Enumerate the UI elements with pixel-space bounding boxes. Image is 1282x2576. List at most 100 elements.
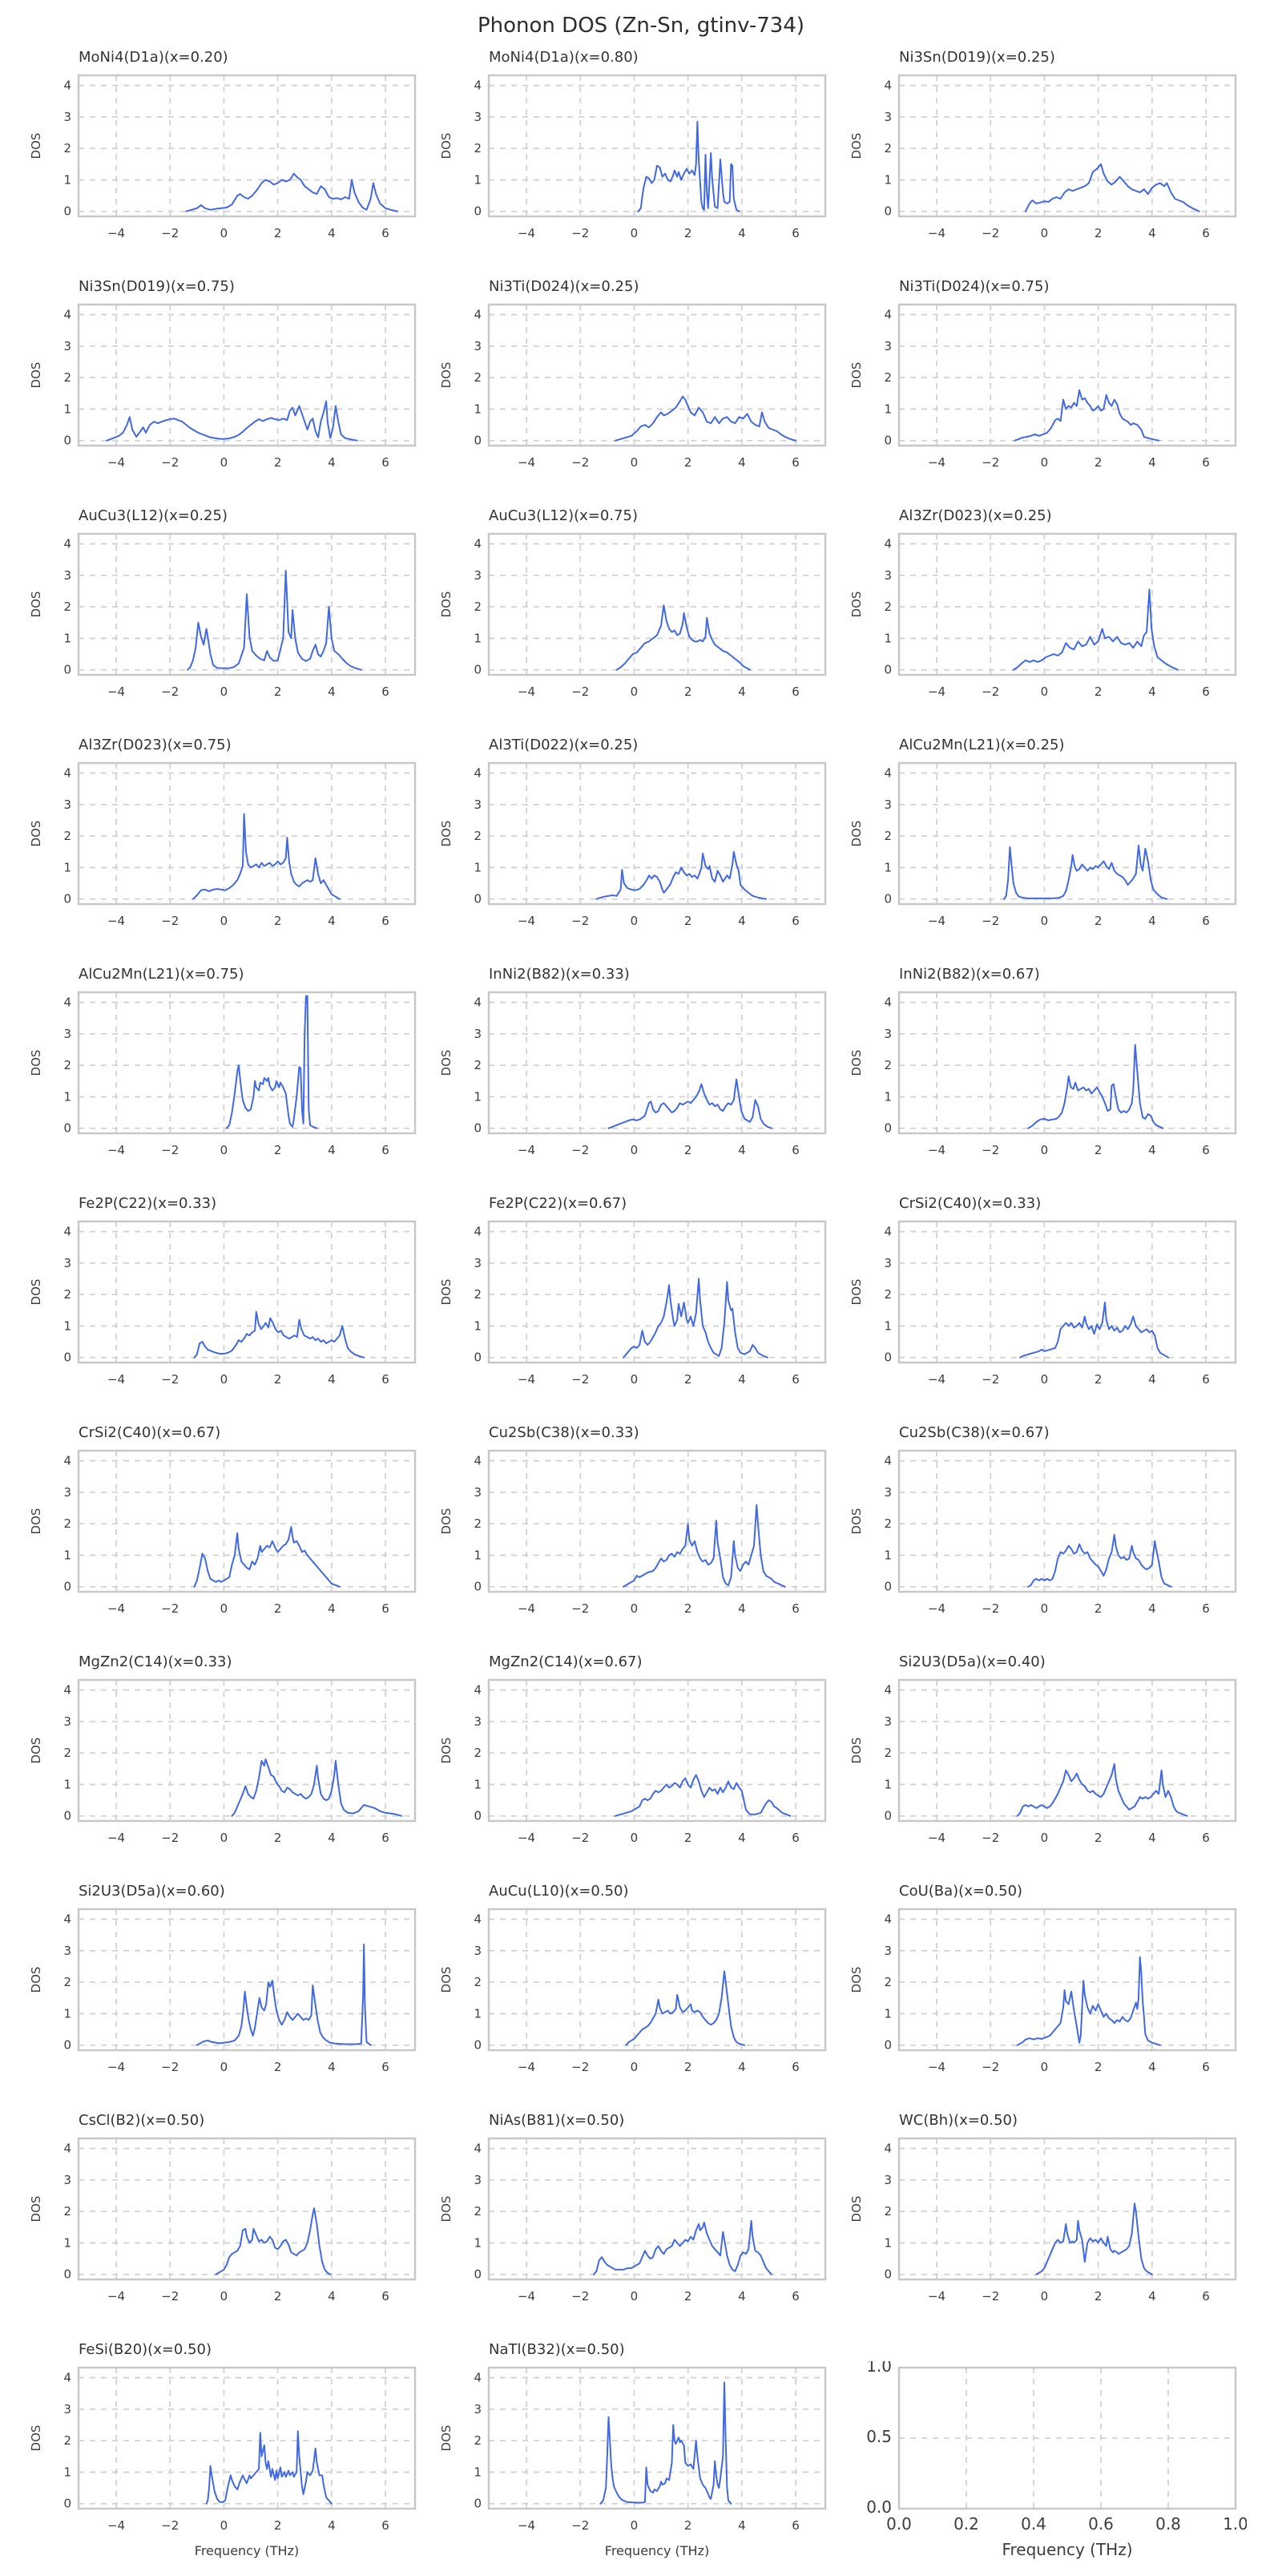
x-tick-label: 2 <box>684 1372 692 1387</box>
y-axis-label: DOS <box>29 2196 43 2223</box>
y-tick-label: 3 <box>884 1944 892 1958</box>
x-tick-label: 6 <box>1202 914 1210 928</box>
plot-grid: MoNi4(D1a)(x=0.20) −4 −2 0 2 4 6 0 1 2 3 4 DOS MoNi4(… <box>0 48 1282 2560</box>
y-tick-label: 0 <box>63 1809 71 1823</box>
y-tick-label: 2 <box>884 370 892 385</box>
x-tick-label: −2 <box>571 1601 589 1616</box>
subplot-10: Al3Ti(D022)(x=0.25) −4 −2 0 2 4 6 0 1 2 3 4 DOS <box>439 736 837 933</box>
x-tick-label: 6 <box>792 455 800 470</box>
subplot-title: NaTl(B32)(x=0.50) <box>489 2341 625 2358</box>
x-tick-label: 2 <box>1095 1143 1103 1157</box>
dos-curve <box>193 1310 365 1359</box>
y-tick-label: 0.0 <box>866 2497 892 2517</box>
x-tick-label: 2 <box>1095 2060 1103 2074</box>
dos-curve <box>614 1774 792 1817</box>
x-tick-label: 2 <box>684 2518 692 2533</box>
x-tick-label: 6 <box>381 1831 389 1845</box>
plot-area: −4 −2 0 2 4 6 0 1 2 3 4 DOS <box>439 2137 827 2303</box>
y-tick-label: 3 <box>63 1485 71 1500</box>
y-tick-label: 4 <box>474 2371 482 2385</box>
y-axis-label: DOS <box>849 362 864 389</box>
x-tick-label: 4 <box>1148 1143 1156 1157</box>
x-tick-label: 0.4 <box>1021 2514 1046 2534</box>
axes-frame <box>77 303 417 447</box>
dos-curve <box>1019 1302 1169 1359</box>
y-tick-label: 2 <box>884 1975 892 1989</box>
y-tick-label: 3 <box>884 1027 892 1041</box>
x-tick-label: −4 <box>107 684 125 699</box>
subplot-21: MgZn2(C14)(x=0.33) −4 −2 0 2 4 6 0 1 2 3 4 DOS <box>29 1653 426 1850</box>
axes-frame <box>487 532 827 676</box>
x-tick-label: 4 <box>328 684 336 699</box>
subplot-27: CsCl(B2)(x=0.50) −4 −2 0 2 4 6 0 1 2 3 4 DOS <box>29 2111 426 2308</box>
y-tick-label: 2 <box>474 2204 482 2219</box>
dos-curve <box>187 570 362 671</box>
y-tick-label: 2 <box>474 141 482 155</box>
axes-frame <box>77 2366 417 2510</box>
y-tick-label: 4 <box>474 537 482 551</box>
y-tick-label: 2 <box>474 1975 482 1989</box>
x-tick-label: −4 <box>518 1143 535 1157</box>
y-tick-label: 3 <box>884 339 892 353</box>
x-tick-label: 2 <box>684 914 692 928</box>
x-tick-label: −2 <box>161 2518 179 2533</box>
plot-area: −4 −2 0 2 4 6 0 1 2 3 4 DOS <box>849 991 1237 1157</box>
plot-area: −4 −2 0 2 4 6 0 1 2 3 4 DOS <box>29 1220 417 1387</box>
x-tick-label: 1.0 <box>1223 2514 1247 2534</box>
y-tick-label: 2 <box>63 141 71 155</box>
x-tick-label: 0 <box>220 2289 228 2303</box>
x-tick-label: 0 <box>1041 1372 1049 1387</box>
x-tick-label: 4 <box>738 914 746 928</box>
x-tick-label: 4 <box>328 1143 336 1157</box>
x-tick-label: 0.0 <box>886 2514 912 2534</box>
y-tick-label: 0 <box>884 2038 892 2053</box>
axes-frame <box>897 991 1237 1135</box>
x-tick-label: −2 <box>571 1372 589 1387</box>
dos-curve <box>1016 1762 1188 1817</box>
x-tick-label: 2 <box>274 1372 282 1387</box>
axes-frame <box>897 2137 1237 2281</box>
x-tick-label: 4 <box>738 1143 746 1157</box>
y-tick-label: 2 <box>474 600 482 614</box>
axes-frame <box>487 1678 827 1823</box>
y-tick-label: 3 <box>63 1944 71 1958</box>
x-tick-label: −4 <box>518 2518 535 2533</box>
y-tick-label: 4 <box>474 1683 482 1698</box>
y-tick-label: 2 <box>63 1287 71 1302</box>
x-tick-label: 4 <box>1148 1831 1156 1845</box>
y-axis-label: DOS <box>29 133 43 159</box>
y-tick-label: 1 <box>474 1548 482 1562</box>
y-tick-label: 3 <box>474 1944 482 1958</box>
subplot-1: MoNi4(D1a)(x=0.80) −4 −2 0 2 4 6 0 1 2 3 4 DOS <box>439 48 837 245</box>
figure-title: Phonon DOS (Zn-Sn, gtinv-734) <box>477 14 804 38</box>
dos-curve <box>1024 163 1200 212</box>
y-tick-label: 1 <box>63 402 71 416</box>
x-tick-label: 2 <box>274 1601 282 1616</box>
y-tick-label: 0 <box>884 892 892 906</box>
x-tick-label: −2 <box>571 455 589 470</box>
x-tick-label: 4 <box>328 914 336 928</box>
y-tick-label: 3 <box>474 2402 482 2417</box>
y-tick-label: 0 <box>63 1121 71 1136</box>
x-tick-label: 6 <box>792 914 800 928</box>
y-tick-label: 1 <box>63 172 71 187</box>
y-tick-label: 2 <box>474 1516 482 1531</box>
dos-curve <box>215 2207 332 2275</box>
plot-area: −4 −2 0 2 4 6 0 1 2 3 4 DOS <box>849 74 1237 240</box>
x-tick-label: 4 <box>738 1372 746 1387</box>
dos-curve <box>595 850 768 900</box>
x-tick-label: 6 <box>792 1372 800 1387</box>
plot-area: −4 −2 0 2 4 6 0 1 2 3 4 DOS <box>849 2137 1237 2303</box>
subplot-title: InNi2(B82)(x=0.33) <box>489 966 630 983</box>
y-tick-label: 4 <box>884 1225 892 1239</box>
x-tick-label: 4 <box>328 1831 336 1845</box>
x-tick-label: −2 <box>982 1372 999 1387</box>
x-tick-label: 2 <box>684 1831 692 1845</box>
y-tick-label: 4 <box>884 79 892 93</box>
x-tick-label: 0 <box>220 1831 228 1845</box>
plot-area: −4 −2 0 2 4 6 0 1 2 3 4 DOS <box>439 1908 827 2074</box>
plot-area: −4 −2 0 2 4 6 0 1 2 3 4 DOS <box>439 1449 827 1616</box>
x-tick-label: 0 <box>220 2518 228 2533</box>
subplot-6: AuCu3(L12)(x=0.25) −4 −2 0 2 4 6 0 1 2 3 4 DOS <box>29 507 426 704</box>
x-tick-label: 0 <box>631 2060 639 2074</box>
